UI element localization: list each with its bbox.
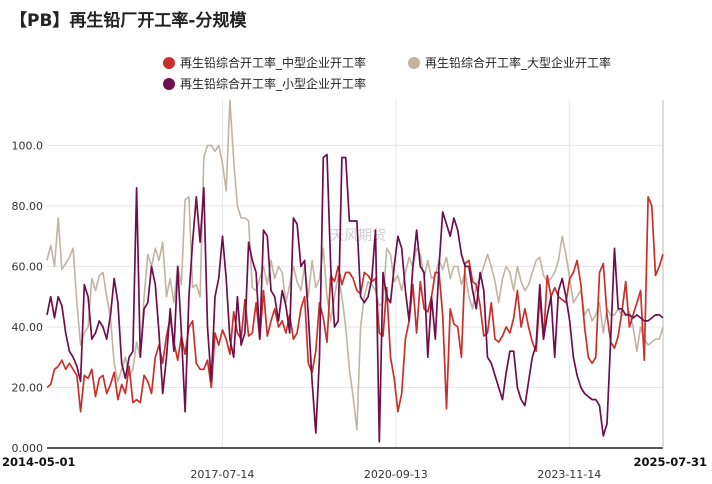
y-tick-label: 100.0 bbox=[12, 139, 44, 152]
series-group bbox=[46, 99, 664, 443]
x-tick-label: 2025-07-31 bbox=[633, 455, 707, 469]
axes bbox=[47, 100, 664, 449]
series-line-0 bbox=[46, 195, 664, 413]
y-axis-labels: 0.000 20.00 40.00 60.00 80.00 100.0 bbox=[12, 139, 44, 455]
legend-item-small[interactable]: 再生铅综合开工率_小型企业开工率 bbox=[163, 75, 366, 92]
legend-label-small: 再生铅综合开工率_小型企业开工率 bbox=[180, 77, 367, 91]
legend-label-large: 再生铅综合开工率_大型企业开工率 bbox=[425, 56, 612, 70]
legend-marker-small bbox=[163, 77, 175, 90]
x-tick-label: 2014-05-01 bbox=[2, 455, 76, 469]
legend-item-large[interactable]: 再生铅综合开工率_大型企业开工率 bbox=[408, 54, 611, 71]
y-tick-label: 0.000 bbox=[12, 442, 44, 455]
legend-item-medium[interactable]: 再生铅综合开工率_中型企业开工率 bbox=[163, 54, 366, 71]
legend-marker-medium bbox=[163, 56, 175, 69]
y-tick-label: 80.00 bbox=[12, 200, 44, 213]
x-axis-labels: 2014-05-01 2017-07-14 2020-09-13 2023-11-14… bbox=[2, 455, 707, 481]
series-line-1 bbox=[46, 99, 664, 431]
y-tick-label: 60.00 bbox=[12, 260, 44, 273]
x-tick-label: 2017-07-14 bbox=[190, 468, 254, 481]
chart-title: 【PB】再生铅厂开工率-分规模 bbox=[10, 11, 247, 31]
gridlines bbox=[47, 100, 663, 448]
legend-label-medium: 再生铅综合开工率_中型企业开工率 bbox=[180, 56, 367, 70]
legend-marker-large bbox=[408, 56, 420, 69]
y-tick-label: 40.00 bbox=[12, 321, 44, 334]
y-tick-label: 20.00 bbox=[12, 381, 44, 394]
series-line-2 bbox=[46, 153, 664, 443]
x-tick-label: 2020-09-13 bbox=[364, 468, 428, 481]
x-tick-label: 2023-11-14 bbox=[537, 468, 601, 481]
